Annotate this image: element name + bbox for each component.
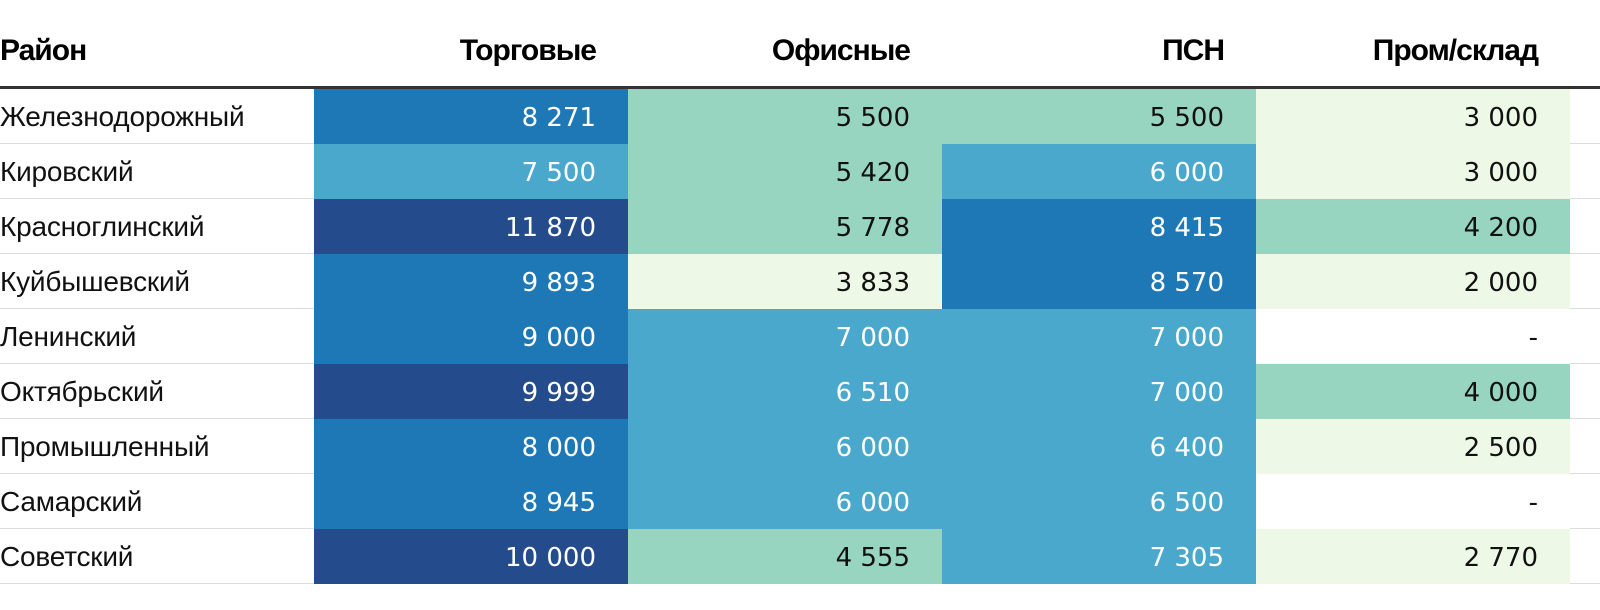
- cell-industrial: -: [1256, 474, 1570, 529]
- cell-psn: 5 500: [942, 89, 1256, 144]
- cell-industrial: 3 000: [1256, 89, 1570, 144]
- cell-psn: 7 000: [942, 309, 1256, 364]
- cell-retail: 9 999: [314, 364, 628, 419]
- district-name: Кировский: [0, 156, 134, 187]
- cell-retail: 7 500: [314, 144, 628, 199]
- header-retail[interactable]: Торговые: [459, 34, 597, 67]
- district-name: Октябрьский: [0, 376, 164, 407]
- cell-industrial: 4 200: [1256, 199, 1570, 254]
- cell-office: 5 500: [628, 89, 942, 144]
- cell-psn: 6 400: [942, 419, 1256, 474]
- header-office[interactable]: Офисные: [771, 34, 911, 67]
- cell-office: 7 000: [628, 309, 942, 364]
- cell-office: 6 510: [628, 364, 942, 419]
- cell-industrial: 2 000: [1256, 254, 1570, 309]
- cell-retail: 11 870: [314, 199, 628, 254]
- table-row: Самарский 8 945 6 000 6 500-: [0, 474, 1600, 529]
- district-name: Железнодорожный: [0, 101, 245, 132]
- cell-retail: 9 893: [314, 254, 628, 309]
- district-name: Ленинский: [0, 321, 137, 352]
- district-name: Советский: [0, 541, 134, 572]
- cell-office: 3 833: [628, 254, 942, 309]
- cell-retail: 8 000: [314, 419, 628, 474]
- cell-industrial: -: [1256, 309, 1570, 364]
- cell-industrial: 2 770: [1256, 529, 1570, 584]
- cell-psn: 8 415: [942, 199, 1256, 254]
- table-row: Железнодорожный 8 271 5 500 5 500 3 000: [0, 89, 1600, 144]
- table-row: Куйбышевский 9 893 3 833 8 570 2 000: [0, 254, 1600, 309]
- table-row: Октябрьский 9 999 6 510 7 000 4 000: [0, 364, 1600, 419]
- district-name: Красноглинский: [0, 211, 205, 242]
- district-name: Самарский: [0, 486, 143, 517]
- table-row: Кировский 7 500 5 420 6 000 3 000: [0, 144, 1600, 199]
- district-name: Куйбышевский: [0, 266, 190, 297]
- cell-psn: 8 570: [942, 254, 1256, 309]
- table-row: Ленинский 9 000 7 000 7 000-: [0, 309, 1600, 364]
- table-row: Красноглинский 11 870 5 778 8 415 4 200: [0, 199, 1600, 254]
- table-row: Советский 10 000 4 555 7 305 2 770: [0, 529, 1600, 584]
- cell-retail: 10 000: [314, 529, 628, 584]
- cell-industrial: 4 000: [1256, 364, 1570, 419]
- cell-office: 4 555: [628, 529, 942, 584]
- cell-office: 5 420: [628, 144, 942, 199]
- district-name: Промышленный: [0, 431, 210, 462]
- cell-retail: 9 000: [314, 309, 628, 364]
- cell-psn: 7 305: [942, 529, 1256, 584]
- cell-industrial: 3 000: [1256, 144, 1570, 199]
- header-psn[interactable]: ПСН: [1162, 34, 1225, 67]
- table-row: Промышленный 8 000 6 000 6 400 2 500: [0, 419, 1600, 474]
- header-row: Район Торговые Офисные ПСН Пром/склад: [0, 0, 1600, 89]
- cell-psn: 6 500: [942, 474, 1256, 529]
- cell-office: 6 000: [628, 474, 942, 529]
- cell-psn: 6 000: [942, 144, 1256, 199]
- cell-office: 6 000: [628, 419, 942, 474]
- cell-industrial: 2 500: [1256, 419, 1570, 474]
- cell-retail: 8 945: [314, 474, 628, 529]
- cell-psn: 7 000: [942, 364, 1256, 419]
- cell-office: 5 778: [628, 199, 942, 254]
- header-district[interactable]: Район: [0, 34, 87, 67]
- header-industrial[interactable]: Пром/склад: [1372, 34, 1539, 67]
- cell-retail: 8 271: [314, 89, 628, 144]
